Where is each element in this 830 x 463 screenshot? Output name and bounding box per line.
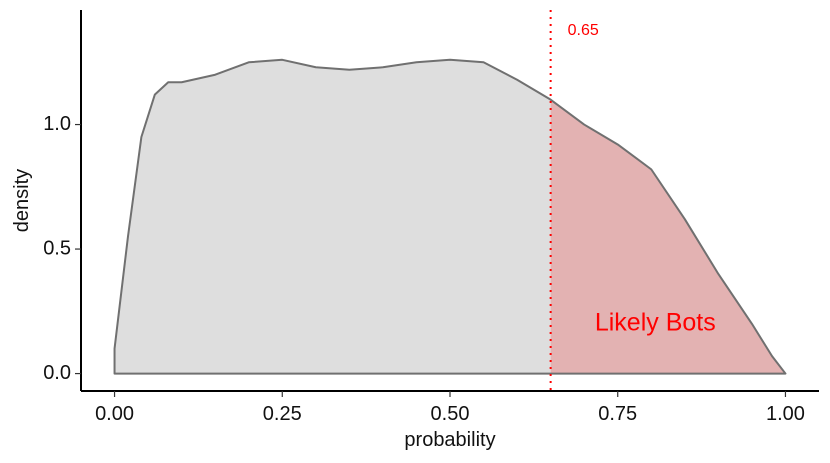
density-area-above-threshold xyxy=(550,99,786,374)
x-tick-label: 0.50 xyxy=(431,403,470,425)
density-area-below-threshold xyxy=(114,59,551,374)
x-tick-label: 0.00 xyxy=(95,403,134,425)
x-tick-label: 0.75 xyxy=(598,403,637,425)
y-tick-label: 0.0 xyxy=(43,362,71,384)
y-tick-label: 0.5 xyxy=(43,237,71,259)
x-tick-label: 0.25 xyxy=(263,403,302,425)
likely-bots-label: Likely Bots xyxy=(595,308,716,336)
x-axis-title: probability xyxy=(404,429,495,451)
threshold-label: 0.65 xyxy=(568,22,599,39)
density-curve xyxy=(113,58,787,375)
x-axis-ticks: 0.00 0.25 0.50 0.75 1.00 xyxy=(95,391,805,425)
y-tick-label: 1.0 xyxy=(43,113,71,135)
x-tick-label: 1.00 xyxy=(766,403,805,425)
plot-area: 0.65 Likely Bots xyxy=(113,10,787,391)
y-axis-title: density xyxy=(11,169,33,232)
y-axis-ticks: 0.0 0.5 1.0 xyxy=(43,113,81,384)
